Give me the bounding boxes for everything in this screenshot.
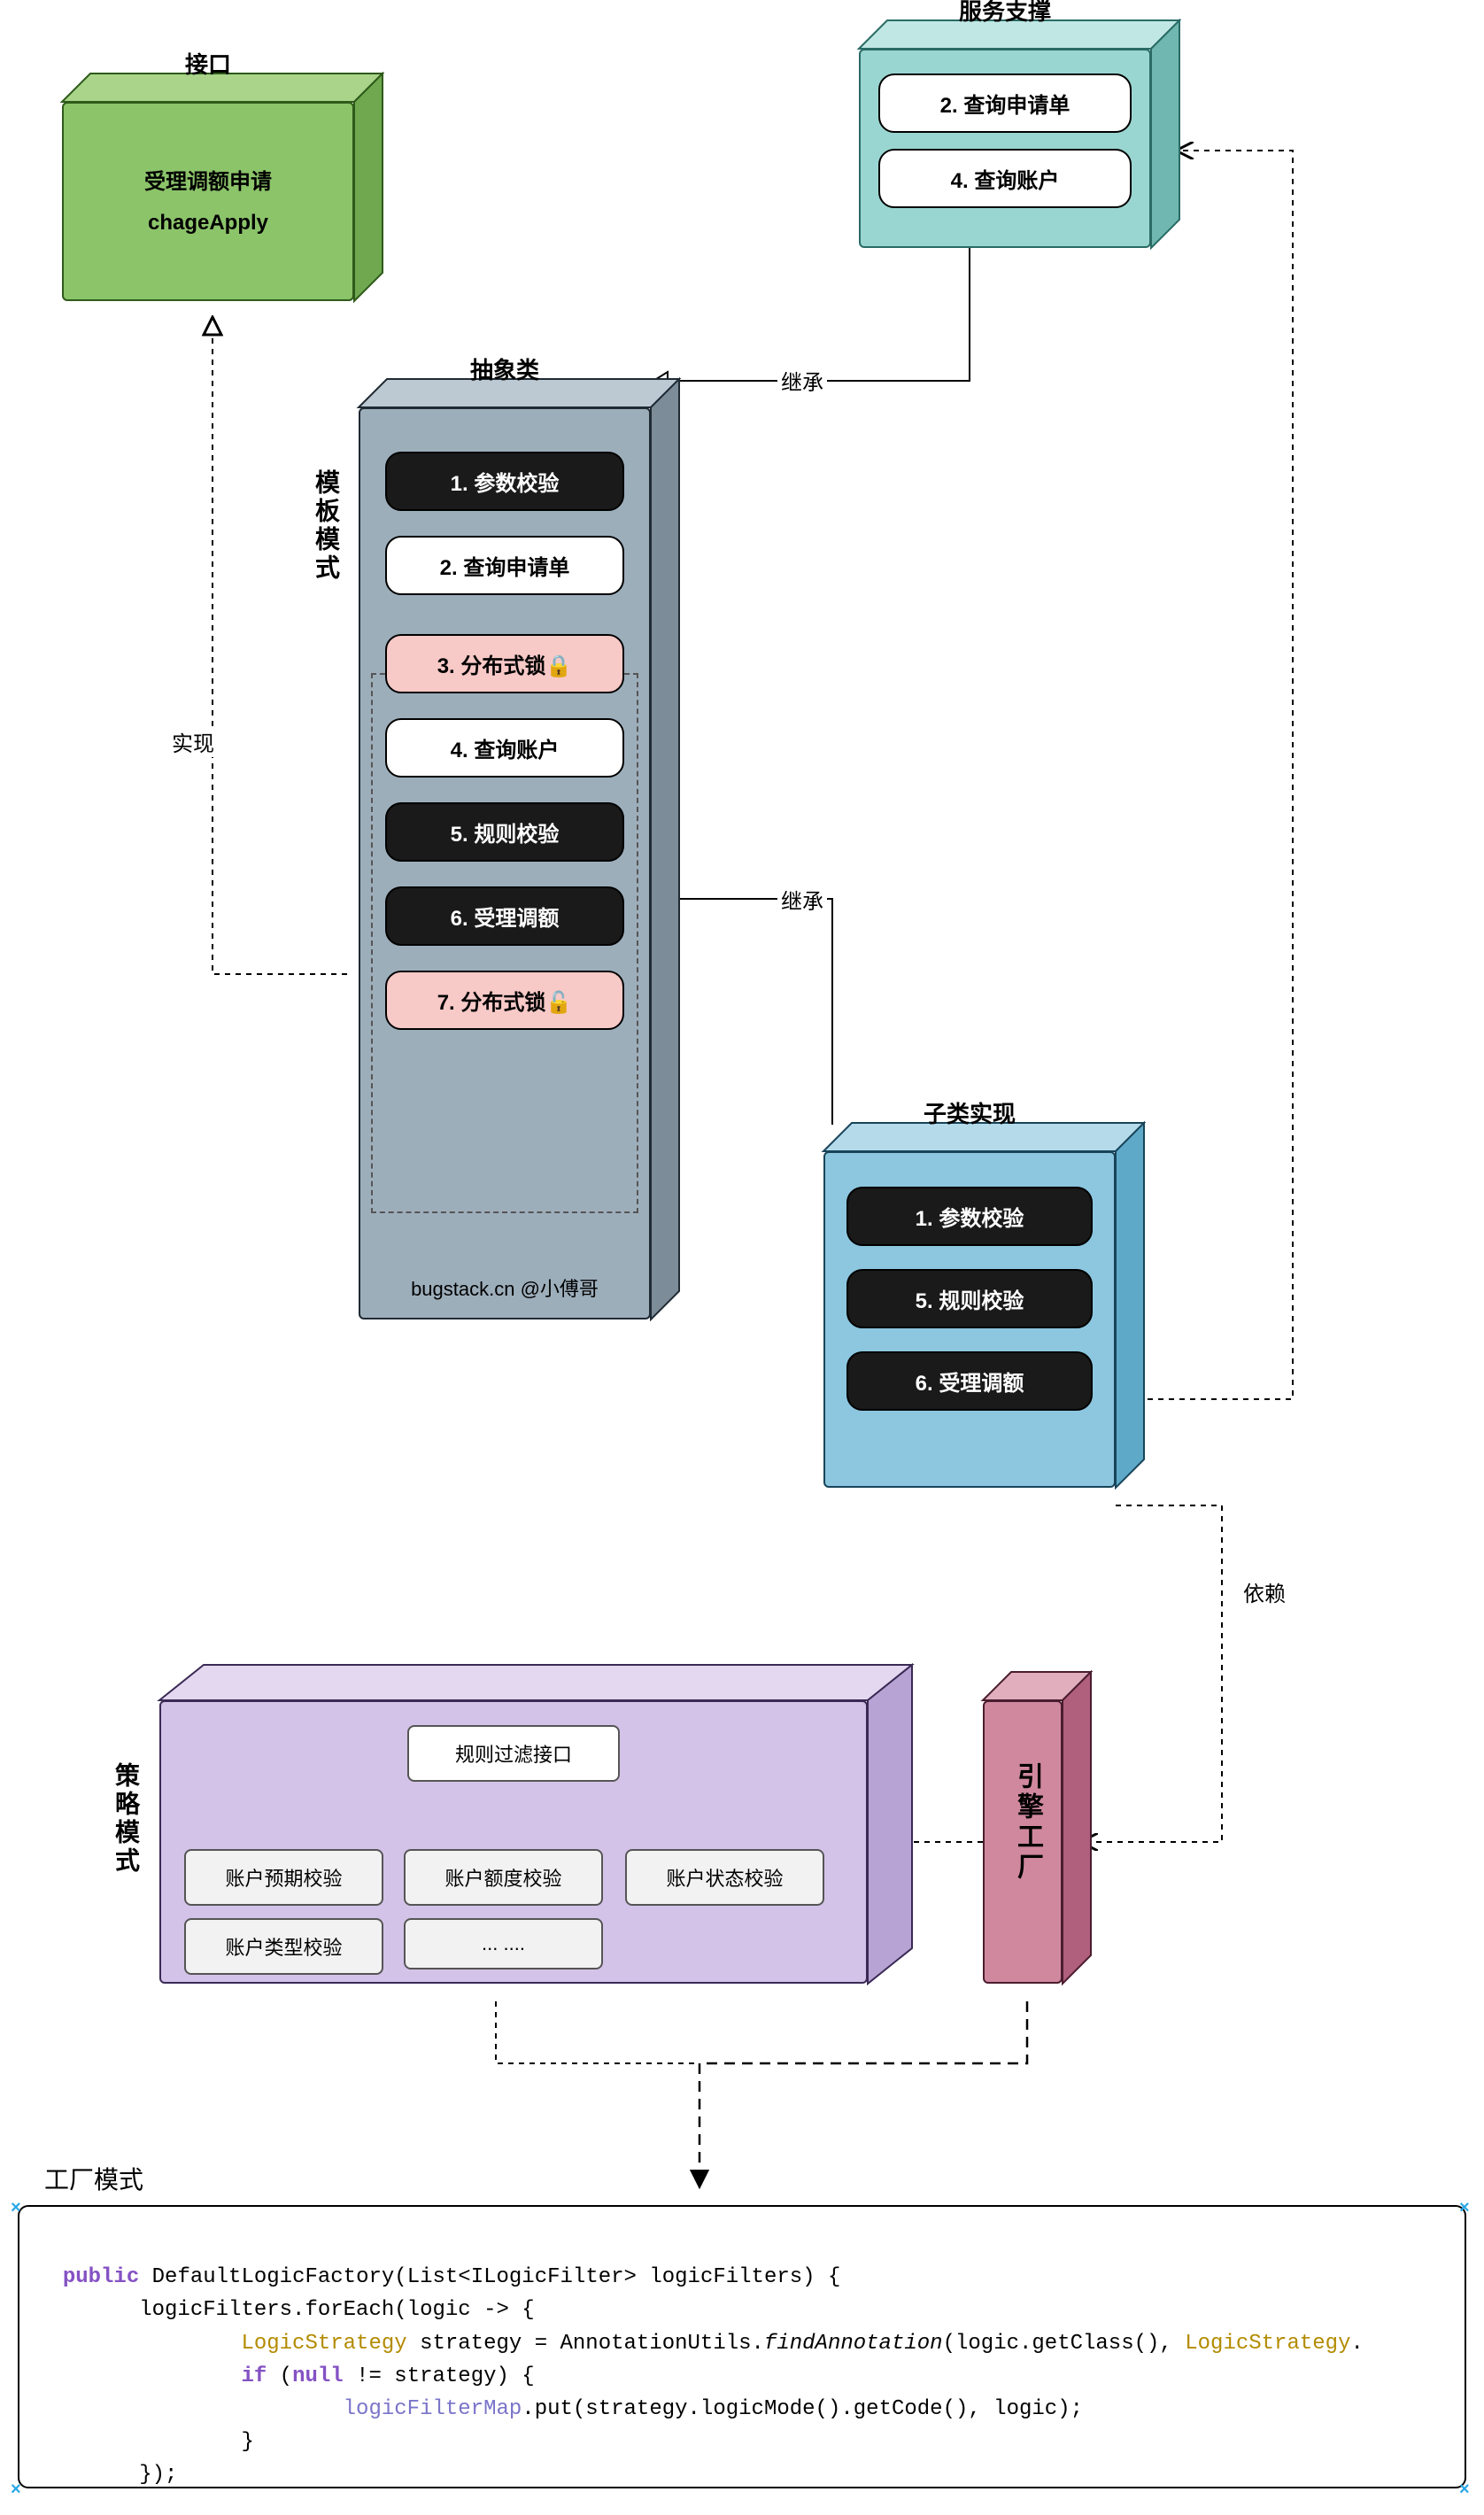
connectors: [0, 0, 1484, 2515]
abstract-box: 抽象类 1. 参数校验 2. 查询申请单 3. 分布式锁🔒 4. 查询账户 5.…: [359, 407, 651, 1319]
sub-step-5: 5. 规则校验: [846, 1269, 1093, 1328]
abstract-title: 抽象类: [359, 352, 651, 385]
edge-inherit1: 继承: [777, 365, 827, 396]
abs-step-6: 6. 受理调额: [385, 886, 624, 946]
service-box: 服务支撑 2. 查询申请单 4. 查询账户: [859, 49, 1151, 248]
engine-box: 引擎工厂: [983, 1700, 1063, 1984]
abs-step-3: 3. 分布式锁🔒: [385, 634, 624, 693]
abs-step-4: 4. 查询账户: [385, 718, 624, 778]
sub-step-1: 1. 参数校验: [846, 1187, 1093, 1246]
strategy-leaf-2: 账户状态校验: [625, 1849, 824, 1906]
factory-code-box: public DefaultLogicFactory(List<ILogicFi…: [18, 2205, 1466, 2488]
strategy-pattern-label: 策略模式: [108, 1762, 143, 1876]
service-item-0: 2. 查询申请单: [878, 74, 1132, 133]
abs-step-5: 5. 规则校验: [385, 802, 624, 862]
corner-mark-br: ×: [1459, 2480, 1470, 2500]
corner-mark-tr: ×: [1459, 2198, 1470, 2218]
interface-box: 接口 受理调额申请 chageApply: [62, 102, 354, 301]
subclass-title: 子类实现: [823, 1096, 1116, 1129]
service-title: 服务支撑: [859, 0, 1151, 27]
interface-line2: chageApply: [62, 211, 354, 236]
abs-step-1: 1. 参数校验: [385, 452, 624, 511]
service-item-1: 4. 查询账户: [878, 149, 1132, 208]
abs-step-2: 2. 查询申请单: [385, 536, 624, 595]
strategy-box: 规则过滤接口 账户预期校验 账户额度校验 账户状态校验 账户类型校验 ... .…: [159, 1700, 868, 1984]
abstract-footer: bugstack.cn @小傅哥: [359, 1273, 651, 1302]
strategy-leaf-4: ... ....: [404, 1918, 603, 1969]
diagram-canvas: 接口 受理调额申请 chageApply 服务支撑 2. 查询申请单 4. 查询…: [0, 0, 1484, 2515]
strategy-leaf-3: 账户类型校验: [184, 1918, 383, 1975]
factory-title: 工厂模式: [44, 2161, 143, 2196]
template-pattern-label: 模板模式: [308, 469, 344, 583]
abs-step-7: 7. 分布式锁🔓: [385, 971, 624, 1030]
subclass-box: 子类实现 1. 参数校验 5. 规则校验 6. 受理调额: [823, 1151, 1116, 1488]
sub-step-6: 6. 受理调额: [846, 1351, 1093, 1411]
corner-mark-bl: ×: [11, 2480, 21, 2500]
edge-implement: 实现: [168, 726, 218, 757]
engine-label: 引擎工厂: [1008, 1762, 1047, 1883]
edge-depend: 依赖: [1240, 1576, 1289, 1607]
strategy-root: 规则过滤接口: [407, 1725, 620, 1782]
interface-line1: 受理调额申请: [62, 164, 354, 195]
strategy-leaf-0: 账户预期校验: [184, 1849, 383, 1906]
strategy-leaf-1: 账户额度校验: [404, 1849, 603, 1906]
corner-mark-tl: ×: [11, 2198, 21, 2218]
edge-inherit2: 继承: [777, 884, 827, 915]
interface-title: 接口: [62, 47, 354, 80]
